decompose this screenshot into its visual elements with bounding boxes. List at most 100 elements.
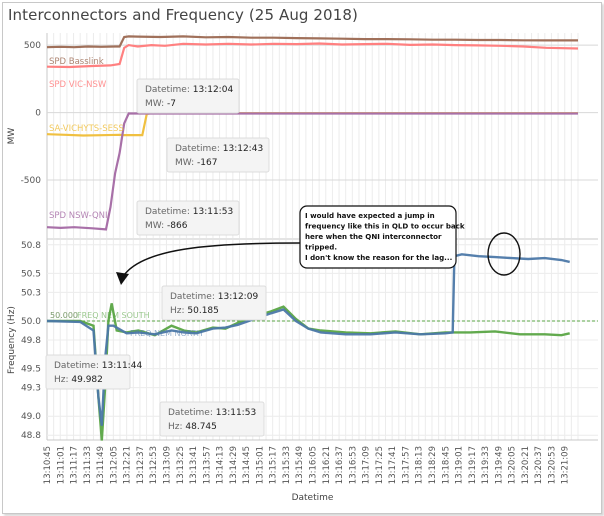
x-tick-label: 13:17:57 xyxy=(401,446,411,484)
tooltip-datetime: Datetime: 13:11:53 xyxy=(145,207,233,217)
tooltip-value-number: -7 xyxy=(167,99,176,109)
callout-arrow xyxy=(121,242,301,279)
y-tick-label-bottom: 50.8 xyxy=(21,241,41,251)
callout-text-line: here when the QNI interconnector xyxy=(305,232,442,241)
tooltip-top-1: Datetime: 13:12:04 MW: -7 xyxy=(136,78,240,114)
callout-text: I would have expected a jump in frequency… xyxy=(305,211,465,262)
tooltip-datetime-value: 13:12:04 xyxy=(193,85,234,95)
callout-text-line: I would have expected a jump in xyxy=(305,211,435,220)
tooltip-top-3: Datetime: 13:11:53 MW: -866 xyxy=(136,200,240,236)
series-label: SPD NSW-QNI xyxy=(49,211,108,221)
y-axis-label-top: MW xyxy=(7,128,17,145)
x-tick-label: 13:17:25 xyxy=(375,446,385,484)
x-tick-label: 13:16:53 xyxy=(348,446,358,484)
x-tick-label: 13:12:21 xyxy=(123,446,133,484)
callout: I would have expected a jump in frequency… xyxy=(116,205,521,285)
x-tick-label: 13:13:57 xyxy=(202,446,212,484)
tooltip-box xyxy=(166,137,270,173)
x-axis-label: Datetime xyxy=(292,493,334,503)
tooltip-box xyxy=(161,285,267,321)
x-tick-label: 13:19:33 xyxy=(481,446,491,484)
x-tick-label: 13:12:05 xyxy=(109,446,119,484)
x-tick-label: 13:13:41 xyxy=(189,446,199,484)
x-tick-label: 13:17:09 xyxy=(362,446,372,484)
y-tick-label-top: 500 xyxy=(24,41,41,51)
series-label: SPD Basslink xyxy=(49,57,104,67)
series-label: FREQ NEM SOUTH xyxy=(77,311,150,320)
callout-text-line: tripped. xyxy=(305,243,337,252)
tooltip-datetime-value: 13:11:53 xyxy=(193,207,233,217)
tooltip-value: Hz: 48.745 xyxy=(168,422,217,432)
series-line-spd-vic-nsw xyxy=(46,42,579,69)
tooltip-value-number: -866 xyxy=(167,221,188,231)
tooltip-datetime-value: 13:12:09 xyxy=(218,292,259,302)
y-tick-label-bottom: 49.8 xyxy=(21,336,41,346)
x-tick-label: 13:13:09 xyxy=(162,446,172,484)
x-tick-label: 13:15:33 xyxy=(282,446,292,484)
y-tick-label-bottom: 49.3 xyxy=(21,384,41,394)
callout-arrowhead xyxy=(116,272,129,285)
tooltip-value: MW: -866 xyxy=(145,221,188,231)
x-tick-label: 13:18:13 xyxy=(415,446,425,484)
tooltip-datetime: Datetime: 13:11:44 xyxy=(54,361,142,371)
y-tick-label-top: 0 xyxy=(35,109,41,119)
tooltip-value-number: 50.185 xyxy=(187,306,219,316)
series-label: SA-VICHYTS-SESS xyxy=(49,124,124,134)
tooltip-value-number: 49.982 xyxy=(71,375,103,385)
x-tick-label: 13:15:49 xyxy=(295,446,305,484)
x-tick-label: 13:11:49 xyxy=(96,446,106,484)
x-tick-label: 13:11:01 xyxy=(56,446,66,484)
tooltip-datetime-value: 13:11:44 xyxy=(102,361,143,371)
x-tick-label: 13:19:49 xyxy=(494,446,504,484)
y-tick-label-bottom: 50.5 xyxy=(21,269,41,279)
series-line-spd-nsw-qni xyxy=(46,112,578,231)
tooltip-value: Hz: 50.185 xyxy=(170,306,219,316)
tooltip-bottom-2: Datetime: 13:11:44 Hz: 49.982 xyxy=(45,354,142,390)
x-tick-label: 13:10:45 xyxy=(43,446,53,484)
x-tick-label: 13:17:41 xyxy=(388,446,398,484)
x-tick-label: 13:20:53 xyxy=(547,446,557,484)
callout-circle xyxy=(487,232,521,276)
x-tick-label: 13:20:21 xyxy=(521,446,531,484)
tooltip-bottom-3: Datetime: 13:11:53 Hz: 48.745 xyxy=(159,401,265,437)
tooltip-datetime: Datetime: 13:12:09 xyxy=(170,292,258,302)
tooltip-datetime: Datetime: 13:11:53 xyxy=(168,408,256,418)
y-tick-label-bottom: 50.3 xyxy=(21,288,41,298)
x-tick-label: 13:11:33 xyxy=(83,446,93,484)
tooltip-value: Hz: 49.982 xyxy=(54,375,103,385)
callout-text-line: frequency like this in QLD to occur back xyxy=(305,222,465,231)
tooltip-value-number: 48.745 xyxy=(185,422,217,432)
x-tick-label: 13:18:29 xyxy=(428,446,438,484)
y-tick-label-bottom: 49.5 xyxy=(21,365,41,375)
y-axis-label-bottom: Frequency (Hz) xyxy=(7,306,17,374)
x-tick-label: 13:12:37 xyxy=(136,446,146,484)
tooltip-box xyxy=(136,78,240,114)
tooltip-box xyxy=(45,354,131,390)
x-tick-label: 13:12:53 xyxy=(149,446,159,484)
x-tick-label: 13:16:37 xyxy=(335,446,345,484)
x-tick-label: 13:20:05 xyxy=(508,446,518,484)
x-tick-label: 13:16:05 xyxy=(309,446,319,484)
tooltip-bottom-1: Datetime: 13:12:09 Hz: 50.185 xyxy=(161,285,267,321)
x-tick-label: 13:18:45 xyxy=(441,446,451,484)
tooltip-datetime-value: 13:12:43 xyxy=(223,144,263,154)
reference-line-label: 50.000 xyxy=(50,311,78,320)
series-label: SPD VIC-NSW xyxy=(49,80,107,90)
series-line-freq-nem-north xyxy=(46,253,570,426)
series-line-spd-basslink xyxy=(46,35,578,49)
x-tick-label: 13:13:25 xyxy=(176,446,186,484)
x-tick-label: 13:19:17 xyxy=(468,446,478,484)
tooltip-value-number: -167 xyxy=(197,158,217,168)
y-tick-label-bottom: 48.8 xyxy=(21,431,41,441)
series-label: FREQ NEM NORTH xyxy=(130,329,203,338)
x-tick-label: 13:11:17 xyxy=(70,446,80,484)
tooltip-datetime-value: 13:11:53 xyxy=(216,408,256,418)
x-tick-label: 13:21:09 xyxy=(561,446,571,484)
x-tick-label: 13:15:01 xyxy=(255,446,265,484)
y-tick-label-bottom: 50.0 xyxy=(21,317,41,327)
y-tick-label-bottom: 49.0 xyxy=(21,412,41,422)
tooltip-box xyxy=(159,401,265,437)
tooltip-datetime: Datetime: 13:12:43 xyxy=(175,144,263,154)
x-tick-label: 13:19:01 xyxy=(455,446,465,484)
